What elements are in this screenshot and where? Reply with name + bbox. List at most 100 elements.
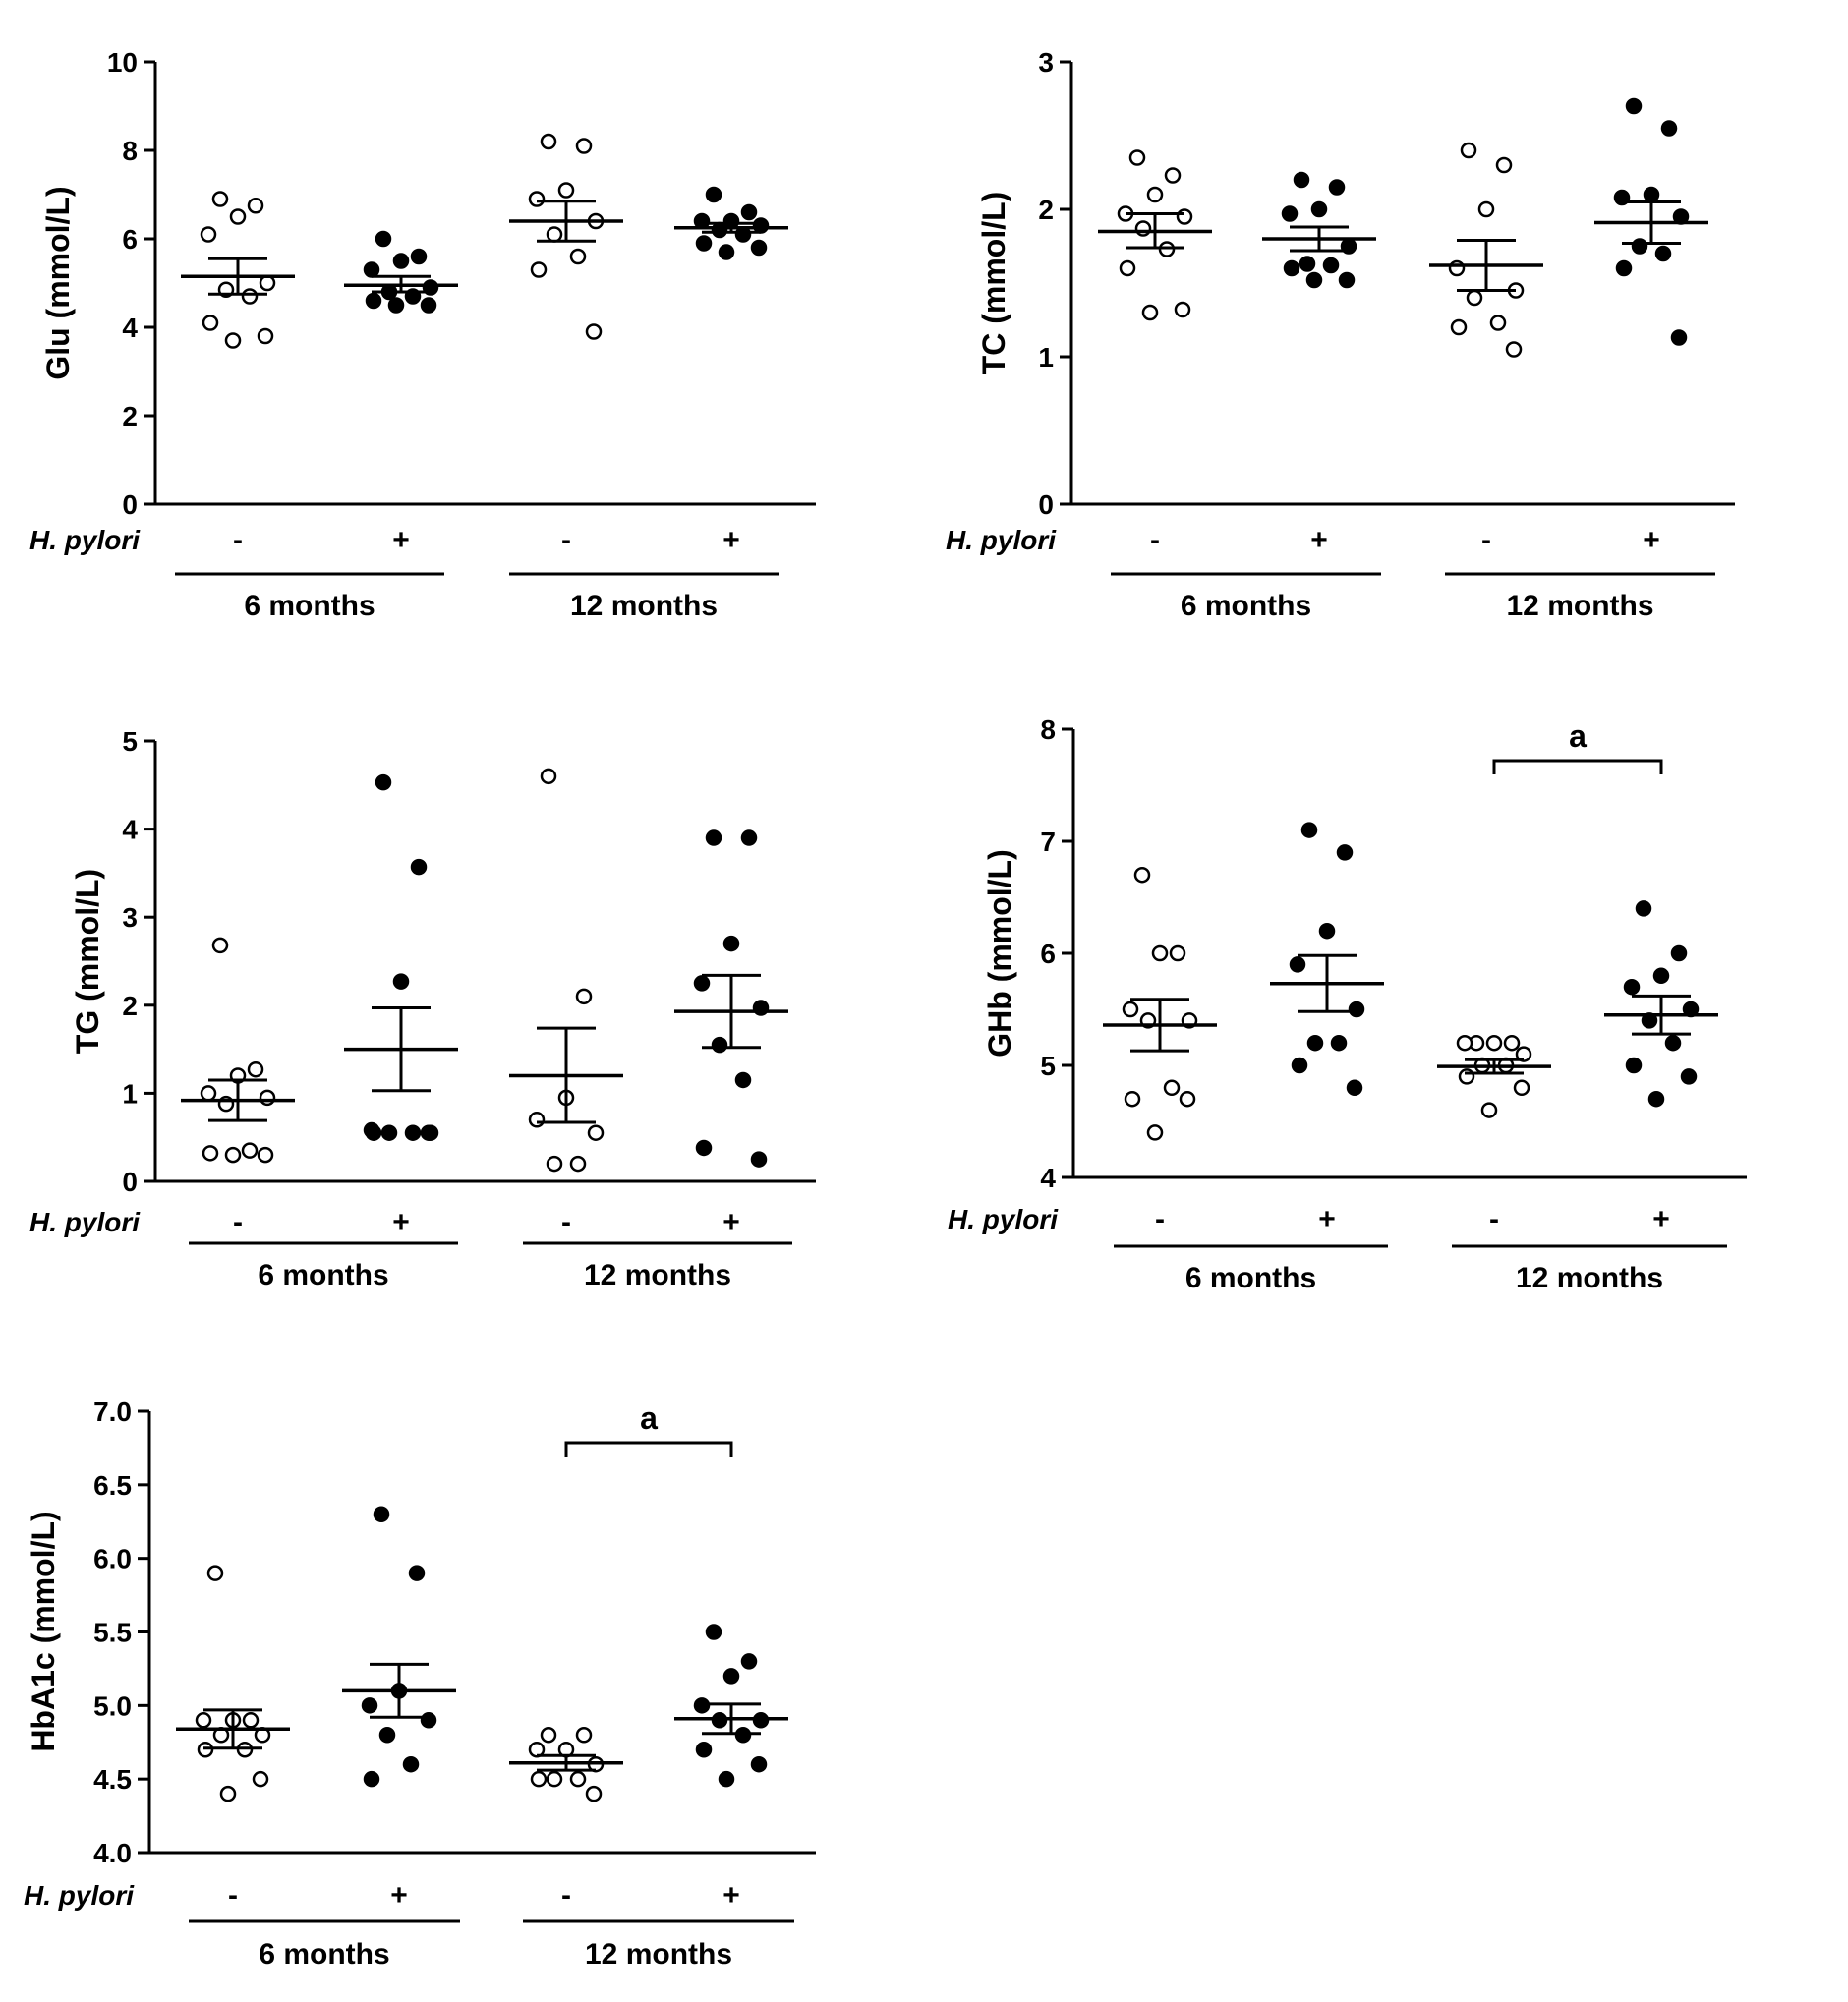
data-point (1291, 1057, 1308, 1074)
data-point (420, 1124, 437, 1141)
category-label: + (390, 1879, 408, 1912)
data-point (1348, 1001, 1365, 1018)
y-tick-label: 6 (122, 224, 138, 255)
y-tick-label: 4.0 (93, 1838, 132, 1868)
data-point (195, 1712, 212, 1729)
data-point (1654, 245, 1672, 262)
data-point (257, 1146, 274, 1164)
data-point (530, 261, 548, 278)
category-label: - (1155, 1203, 1165, 1235)
group-positive (1262, 171, 1376, 289)
group-positive (674, 1624, 788, 1788)
category-label: - (1150, 524, 1160, 556)
group-positive (1604, 900, 1718, 1108)
data-point (546, 1155, 563, 1173)
data-point (1174, 301, 1191, 318)
data-point (1336, 844, 1354, 861)
data-point (722, 935, 740, 952)
data-point (1489, 315, 1507, 331)
data-point (540, 1727, 557, 1744)
data-point (1305, 271, 1323, 289)
data-point (1346, 1079, 1363, 1097)
data-point (1635, 900, 1652, 917)
period-label: 12 months (585, 1938, 732, 1971)
panel-hba1c: 4.0 4.5 5.0 5.5 6.0 6.5 7.0 HbA1c (mmol/L) H. py… (24, 1397, 816, 1971)
data-point (1322, 257, 1340, 274)
group-positive (344, 773, 458, 1141)
data-point (587, 1124, 605, 1141)
data-point (1466, 289, 1483, 307)
significance-bracket (1492, 759, 1663, 774)
group-negative (1098, 149, 1212, 321)
data-point (202, 1145, 219, 1162)
data-point (211, 191, 229, 207)
data-point (569, 1155, 587, 1173)
y-tick-label: 0 (122, 1167, 138, 1197)
data-point (569, 1770, 587, 1788)
data-point (1660, 120, 1678, 137)
data-point (1176, 208, 1193, 225)
data-point (219, 1785, 237, 1802)
data-point (387, 297, 405, 314)
y-tick-label: 4 (122, 815, 138, 845)
data-point (1283, 259, 1300, 277)
group-negative (509, 1727, 623, 1802)
data-point (1128, 149, 1146, 166)
infection-row-label: H. pylori (29, 1207, 141, 1237)
data-point (1318, 922, 1336, 940)
data-point (1456, 1034, 1473, 1052)
group-positive (342, 1506, 456, 1788)
category-label: + (722, 1206, 740, 1238)
data-point (1625, 97, 1643, 115)
data-point (1480, 1102, 1498, 1118)
group-negative (509, 133, 623, 340)
data-point (375, 230, 392, 248)
data-point (585, 323, 603, 340)
data-point (224, 1146, 242, 1164)
data-point (200, 226, 217, 243)
data-point (1513, 1079, 1530, 1097)
data-point (528, 1112, 546, 1128)
data-point (420, 297, 437, 314)
data-point (546, 226, 563, 243)
data-point (224, 332, 242, 349)
data-point (378, 1727, 396, 1744)
data-point (241, 288, 259, 305)
data-point (1300, 822, 1318, 838)
significance-bracket (564, 1441, 733, 1457)
category-label: + (1318, 1203, 1336, 1235)
y-tick-label: 4.5 (93, 1764, 132, 1795)
category-label: - (1489, 1203, 1499, 1235)
period-label: 6 months (1181, 590, 1311, 622)
data-point (247, 198, 264, 214)
data-point (1670, 329, 1688, 346)
y-tick-label: 5.0 (93, 1690, 132, 1721)
data-point (1146, 186, 1164, 203)
data-point (750, 239, 768, 257)
category-label: - (233, 1206, 243, 1238)
data-point (1680, 1068, 1698, 1085)
data-point (740, 1653, 758, 1670)
y-tick-label: 7 (1040, 827, 1056, 857)
data-point (241, 1142, 259, 1159)
category-label: + (722, 524, 740, 556)
y-axis-title: TG (mmol/L) (70, 869, 105, 1054)
y-tick-label: 5 (122, 726, 138, 757)
data-point (1505, 341, 1523, 358)
data-point (546, 1770, 563, 1788)
data-point (1164, 167, 1182, 184)
group-positive (674, 829, 788, 1168)
y-tick-label: 6.0 (93, 1544, 132, 1574)
group-negative (509, 768, 623, 1173)
data-point (404, 1124, 422, 1141)
category-label: + (1652, 1203, 1670, 1235)
data-point (361, 1697, 378, 1714)
data-point (1330, 1034, 1348, 1052)
data-point (1141, 304, 1159, 321)
data-point (693, 212, 711, 230)
data-point (402, 1755, 420, 1773)
data-point (530, 1770, 548, 1788)
data-point (1122, 1001, 1139, 1018)
data-point (1631, 238, 1648, 255)
